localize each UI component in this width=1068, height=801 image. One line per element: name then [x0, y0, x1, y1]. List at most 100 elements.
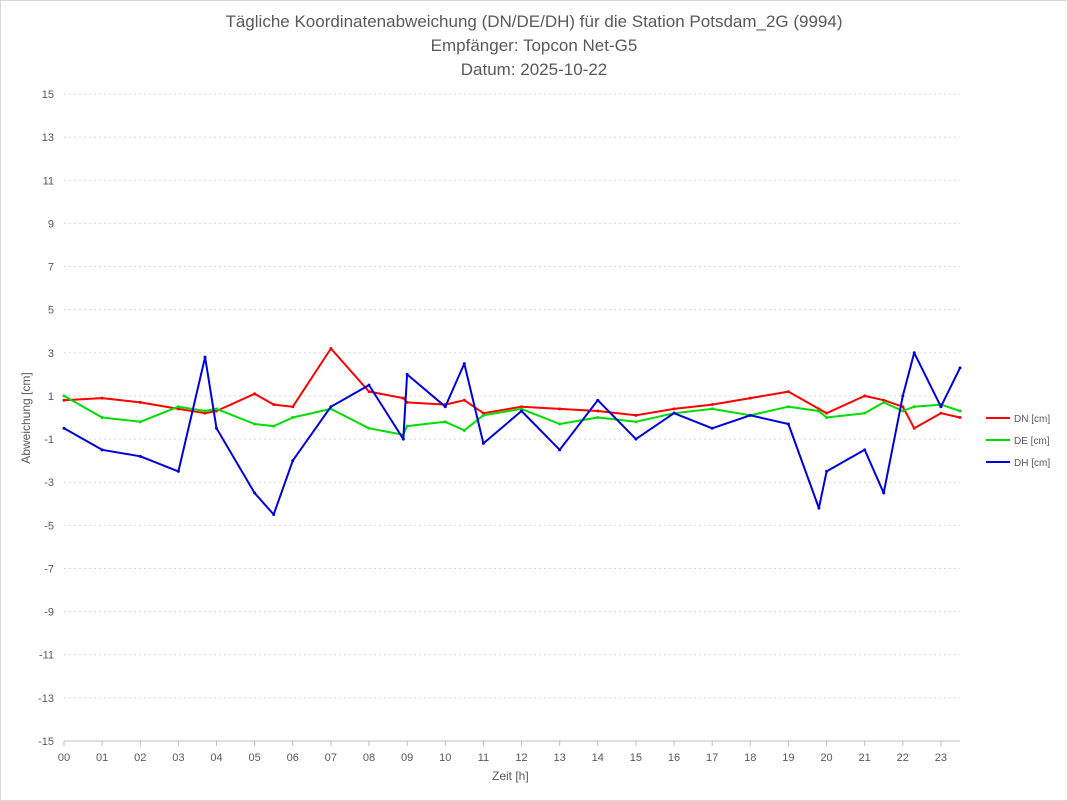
data-point	[634, 420, 638, 424]
y-tick-label: 11	[43, 175, 54, 187]
data-point	[863, 411, 867, 415]
data-point	[901, 409, 905, 413]
x-tick-label: 05	[249, 752, 261, 764]
data-point	[672, 407, 676, 411]
data-point	[958, 416, 962, 419]
data-point	[634, 413, 638, 417]
data-point	[481, 441, 485, 445]
chart-subtitle-date: Datum: 2025-10-22	[460, 60, 608, 79]
data-point	[215, 409, 219, 413]
data-point	[912, 426, 916, 430]
data-point	[748, 413, 752, 417]
legend-label: DN [cm]	[1014, 414, 1050, 425]
data-point	[367, 426, 371, 430]
x-tick-label: 20	[820, 752, 832, 764]
y-tick-label: -15	[38, 736, 54, 748]
y-tick-label: -1	[44, 434, 54, 446]
data-point	[672, 411, 676, 415]
data-point	[882, 491, 886, 495]
data-point	[62, 398, 66, 402]
data-point	[817, 407, 821, 411]
x-tick-label: 00	[58, 752, 70, 764]
y-tick-label: -5	[44, 520, 54, 532]
x-tick-label: 11	[478, 752, 489, 764]
data-point	[100, 416, 104, 419]
data-point	[291, 416, 295, 419]
x-tick-label: 04	[210, 752, 222, 764]
data-point	[62, 426, 66, 430]
data-point	[203, 411, 207, 415]
data-point	[138, 400, 142, 404]
data-point	[912, 351, 916, 355]
data-point	[405, 372, 409, 376]
x-tick-label: 16	[668, 752, 680, 764]
x-tick-label: 13	[554, 752, 566, 764]
data-point	[291, 459, 295, 463]
data-point	[817, 409, 821, 413]
data-point	[901, 394, 905, 398]
data-point	[176, 469, 180, 473]
data-point	[272, 403, 276, 407]
x-tick-label: 02	[134, 752, 146, 764]
data-point	[272, 424, 276, 428]
data-point	[203, 355, 207, 359]
y-tick-label: 13	[42, 132, 54, 144]
data-point	[863, 448, 867, 452]
data-point	[596, 409, 600, 413]
data-point	[520, 409, 524, 413]
x-tick-label: 23	[935, 752, 947, 764]
y-tick-label: 15	[42, 89, 54, 101]
x-tick-label: 09	[401, 752, 413, 764]
x-tick-label: 07	[325, 752, 337, 764]
chart-subtitle-receiver: Empfänger: Topcon Net-G5	[430, 36, 638, 55]
data-point	[176, 407, 180, 411]
y-tick-label: -3	[44, 477, 54, 489]
legend-label: DH [cm]	[1014, 458, 1050, 469]
data-point	[863, 394, 867, 398]
legend: DN [cm] DE [cm] DH [cm]	[986, 414, 1050, 469]
x-tick-label: 18	[744, 752, 756, 764]
data-point	[786, 422, 790, 426]
data-point	[520, 405, 524, 409]
x-tick-label: 14	[592, 752, 604, 764]
data-point	[825, 416, 829, 419]
data-point	[786, 390, 790, 394]
x-tick-label: 01	[96, 752, 108, 764]
y-tick-label: -11	[39, 650, 54, 662]
data-point	[710, 407, 714, 411]
data-point	[748, 396, 752, 400]
data-point	[481, 411, 485, 415]
data-point	[882, 398, 886, 402]
series-line-2	[63, 395, 961, 436]
legend-label: DE [cm]	[1014, 436, 1050, 447]
y-tick-label: -9	[44, 607, 54, 619]
y-tick-label: 5	[48, 305, 54, 317]
data-point	[291, 405, 295, 409]
series-lines	[62, 346, 962, 517]
x-tick-label: 08	[363, 752, 375, 764]
x-axis-tick-labels: 00 01 02 03 04 05 06 07 08 09 10 11 12 13 14 15 16 17 18 19…	[58, 752, 947, 764]
y-tick-label: 3	[48, 348, 54, 360]
series-line-3	[63, 351, 961, 516]
data-point	[176, 405, 180, 409]
data-point	[401, 437, 405, 441]
data-point	[215, 407, 219, 411]
data-point	[901, 405, 905, 409]
data-point	[558, 448, 562, 452]
data-point	[558, 422, 562, 426]
data-point	[596, 398, 600, 402]
data-point	[215, 426, 219, 430]
data-point	[367, 383, 371, 387]
data-point	[329, 405, 333, 409]
data-point	[329, 346, 333, 350]
y-tick-label: 1	[48, 391, 54, 403]
data-point	[558, 407, 562, 411]
data-point	[481, 413, 485, 417]
data-point	[367, 390, 371, 394]
data-point	[596, 416, 600, 419]
data-point	[958, 409, 962, 413]
x-tick-label: 10	[439, 752, 451, 764]
data-point	[710, 403, 714, 407]
